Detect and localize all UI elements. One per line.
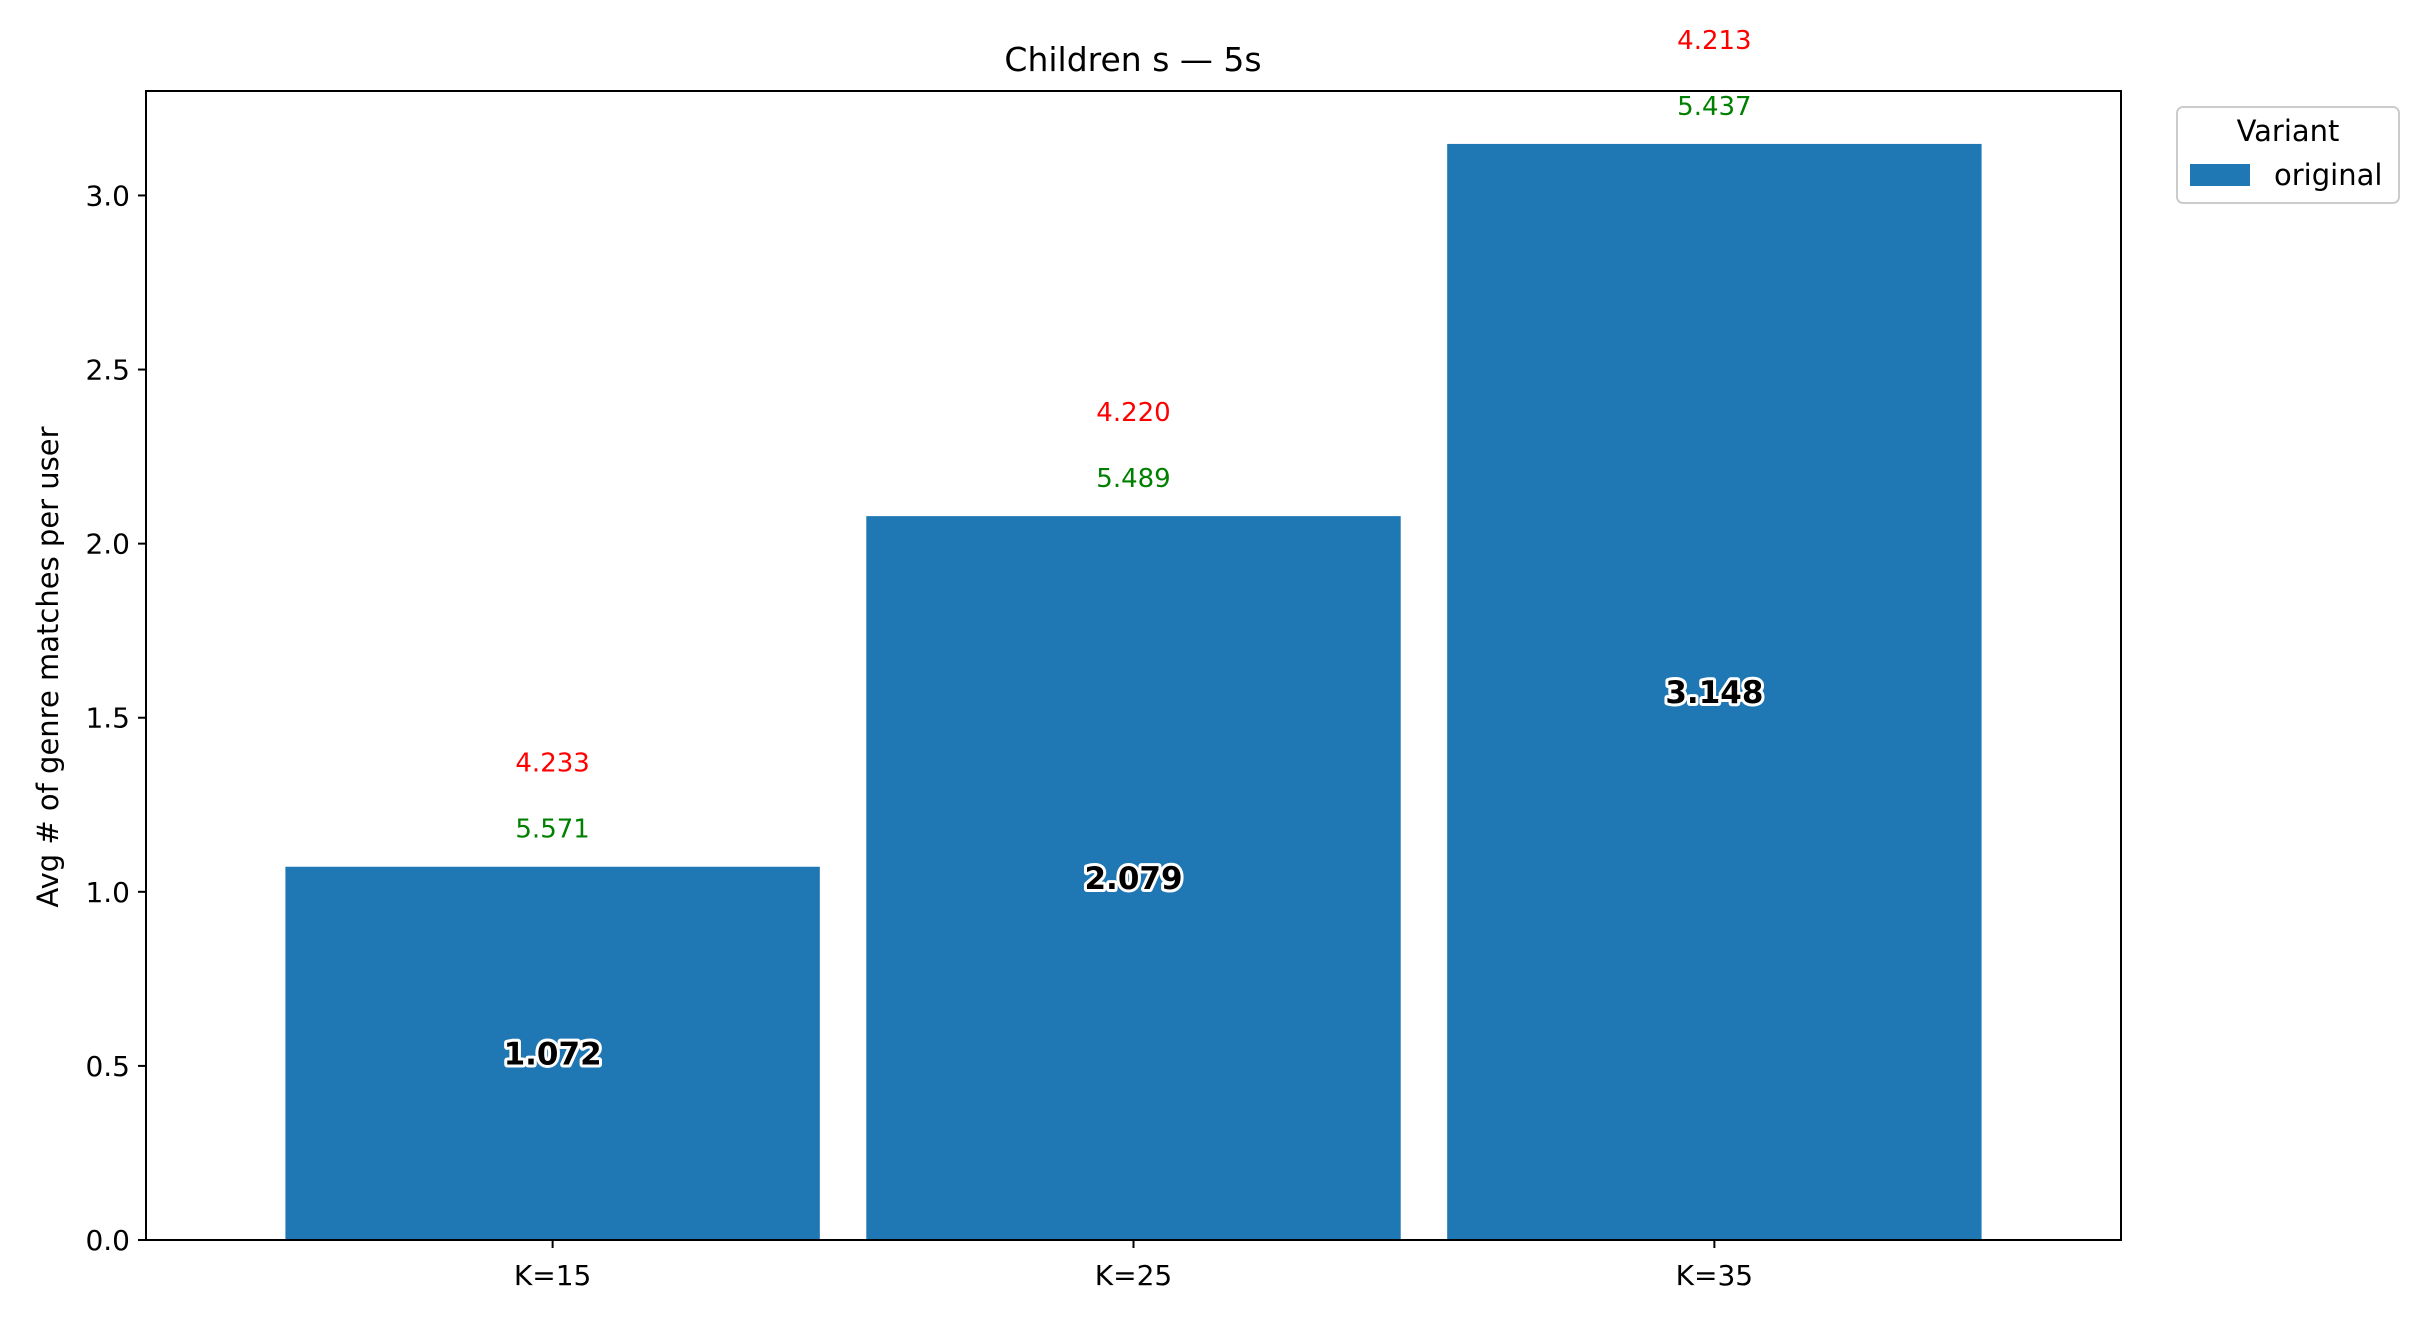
y-tick-label: 1.5 [85, 702, 130, 735]
legend: Variant original [2176, 106, 2400, 204]
bar-K=15 [285, 866, 820, 1240]
bar-K=35 [1447, 143, 1982, 1241]
y-tick-label: 1.0 [85, 876, 130, 909]
x-tick-label: K=35 [1676, 1259, 1753, 1292]
y-tick-label: 2.0 [85, 528, 130, 561]
red-annotation: 4.220 [1096, 398, 1170, 428]
y-tick-label: 3.0 [85, 179, 130, 212]
green-annotation: 5.489 [1096, 464, 1170, 494]
x-tick-label: K=15 [514, 1259, 591, 1292]
bar-K=25 [866, 516, 1401, 1240]
y-tick-label: 0.0 [85, 1224, 130, 1257]
y-tick-label: 2.5 [85, 354, 130, 387]
legend-swatch-original [2190, 164, 2250, 186]
red-annotation: 4.233 [515, 749, 589, 779]
red-annotation: 4.213 [1677, 26, 1751, 56]
bar-value-label: 1.072 [504, 1036, 602, 1072]
chart-title: Children s — 5s [1004, 40, 1261, 79]
legend-label-original: original [2274, 158, 2382, 192]
green-annotation: 5.571 [515, 815, 589, 845]
plot-area: 1.072 5.571 4.233 K=15 2.079 5.489 4.220 K=25 3.… [85, 26, 2122, 1292]
bar-value-label: 2.079 [1084, 861, 1182, 897]
y-axis-title: Avg # of genre matches per user [31, 426, 65, 907]
green-annotation: 5.437 [1677, 92, 1751, 122]
bar-value-label: 3.148 [1665, 675, 1763, 711]
x-tick-label: K=25 [1095, 1259, 1172, 1292]
y-tick-label: 0.5 [85, 1050, 130, 1083]
plot-frame [145, 90, 2122, 1241]
legend-title: Variant [2237, 114, 2340, 148]
